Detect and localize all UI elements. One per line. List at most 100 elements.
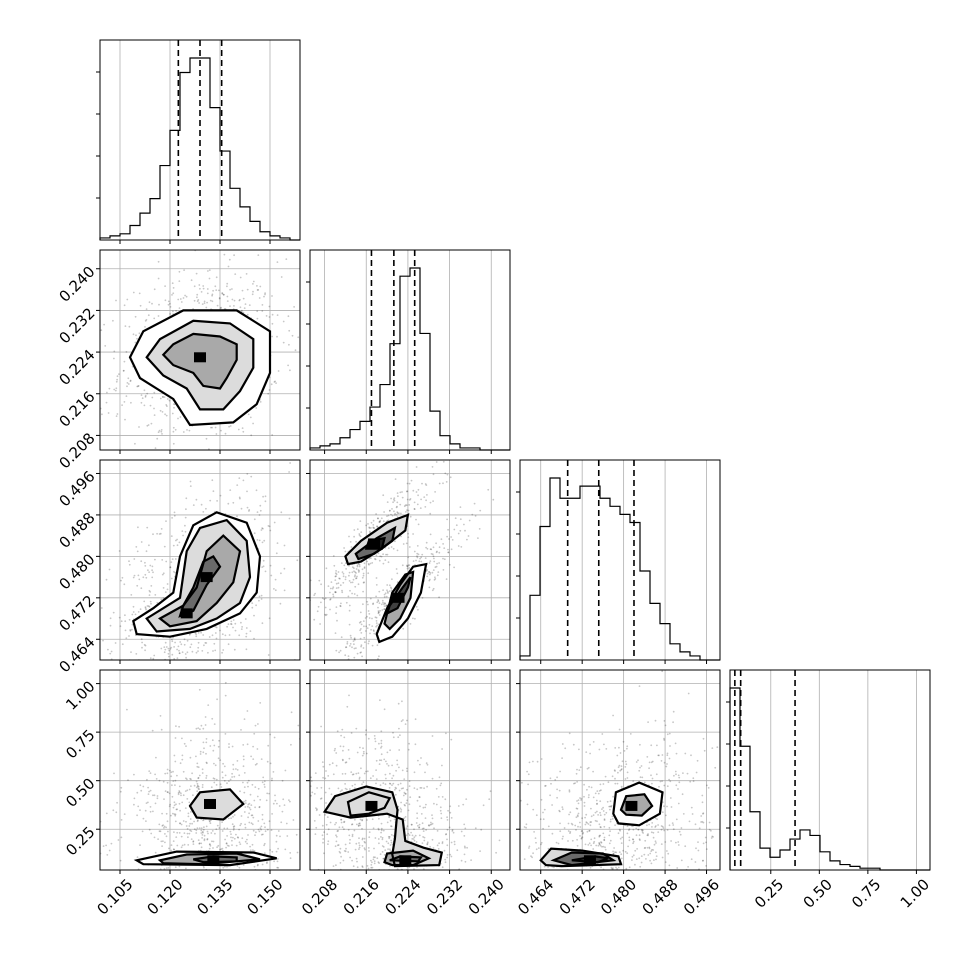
sample-point: [369, 777, 372, 780]
sample-point: [120, 675, 122, 677]
sample-point: [148, 544, 150, 547]
sample-point: [197, 885, 199, 887]
sample-point: [178, 652, 181, 655]
sample-point: [432, 555, 435, 558]
sample-point: [464, 846, 466, 849]
sample-point: [230, 623, 232, 625]
sample-point: [268, 820, 271, 823]
sample-point: [236, 484, 239, 486]
sample-point: [190, 881, 192, 883]
sample-point: [239, 497, 241, 500]
sample-point: [240, 621, 242, 624]
sample-point: [360, 632, 363, 634]
sample-point: [373, 630, 375, 632]
sample-point: [211, 300, 214, 303]
sample-point: [193, 784, 196, 787]
sample-point: [253, 865, 256, 868]
sample-point: [187, 815, 190, 818]
contour-line: [157, 852, 261, 866]
sample-point: [178, 541, 181, 544]
sample-point: [201, 830, 204, 833]
sample-point: [392, 736, 395, 739]
sample-point: [418, 796, 421, 798]
sample-point: [372, 526, 375, 529]
sample-point: [276, 860, 279, 863]
sample-point: [159, 930, 161, 932]
sample-point: [224, 634, 227, 637]
sample-point: [344, 850, 347, 853]
histogram-panel-0: [96, 39, 301, 244]
sample-point: [159, 830, 162, 833]
sample-point: [391, 777, 393, 780]
sample-point: [397, 968, 399, 970]
sample-point: [444, 874, 446, 876]
sample-point: [377, 828, 380, 831]
sample-point: [366, 819, 368, 821]
sample-point: [149, 404, 152, 407]
sample-point: [303, 891, 305, 893]
sample-point: [148, 790, 151, 793]
sample-point: [207, 939, 209, 941]
sample-point: [166, 772, 169, 775]
sample-point: [385, 605, 388, 607]
sample-point: [382, 857, 385, 860]
sample-point: [380, 742, 383, 745]
sample-point: [696, 759, 699, 762]
sample-point: [276, 335, 278, 338]
sample-point: [327, 843, 329, 845]
sample-point: [376, 877, 378, 879]
sample-point: [141, 696, 143, 698]
sample-point: [256, 792, 258, 794]
sample-point: [386, 763, 388, 765]
sample-point: [328, 787, 331, 790]
sample-point: [368, 557, 371, 560]
sample-point: [140, 394, 143, 396]
sample-point: [359, 620, 362, 623]
sample-point: [226, 835, 229, 837]
sample-point: [361, 865, 364, 868]
sample-point: [215, 626, 218, 629]
sample-point: [139, 304, 142, 307]
sample-point: [418, 826, 420, 829]
sample-point: [675, 752, 678, 755]
sample-point: [655, 773, 658, 776]
sample-point: [371, 861, 373, 864]
sample-point: [95, 849, 97, 851]
sample-point: [577, 802, 580, 805]
sample-point: [229, 305, 231, 307]
sample-point: [429, 845, 431, 848]
sample-point: [164, 790, 167, 792]
sample-point: [403, 817, 406, 819]
sample-point: [408, 742, 410, 745]
sample-point: [107, 412, 110, 414]
sample-point: [341, 571, 344, 573]
sample-point: [320, 786, 323, 789]
sample-point: [382, 494, 385, 497]
sample-point: [616, 920, 618, 922]
sample-point: [216, 698, 219, 701]
sample-point: [439, 784, 442, 787]
sample-point: [417, 943, 419, 945]
sample-point: [372, 775, 374, 777]
sample-point: [251, 823, 254, 826]
sample-point: [431, 589, 434, 592]
sample-point: [618, 872, 620, 874]
sample-point: [108, 387, 111, 390]
sample-point: [378, 521, 381, 523]
sample-point: [183, 695, 185, 697]
sample-point: [161, 396, 164, 398]
sample-point: [189, 756, 192, 759]
sample-point: [668, 824, 671, 827]
sample-point: [406, 770, 408, 772]
sample-point: [389, 749, 391, 752]
sample-point: [280, 511, 283, 514]
sample-point: [174, 760, 177, 763]
sample-point: [401, 769, 404, 772]
sample-point: [371, 644, 374, 647]
sample-point: [210, 786, 213, 789]
sample-point: [363, 840, 366, 843]
sample-point: [206, 301, 209, 304]
sample-point: [355, 727, 358, 730]
sample-point: [536, 760, 539, 763]
sample-point: [325, 676, 327, 678]
